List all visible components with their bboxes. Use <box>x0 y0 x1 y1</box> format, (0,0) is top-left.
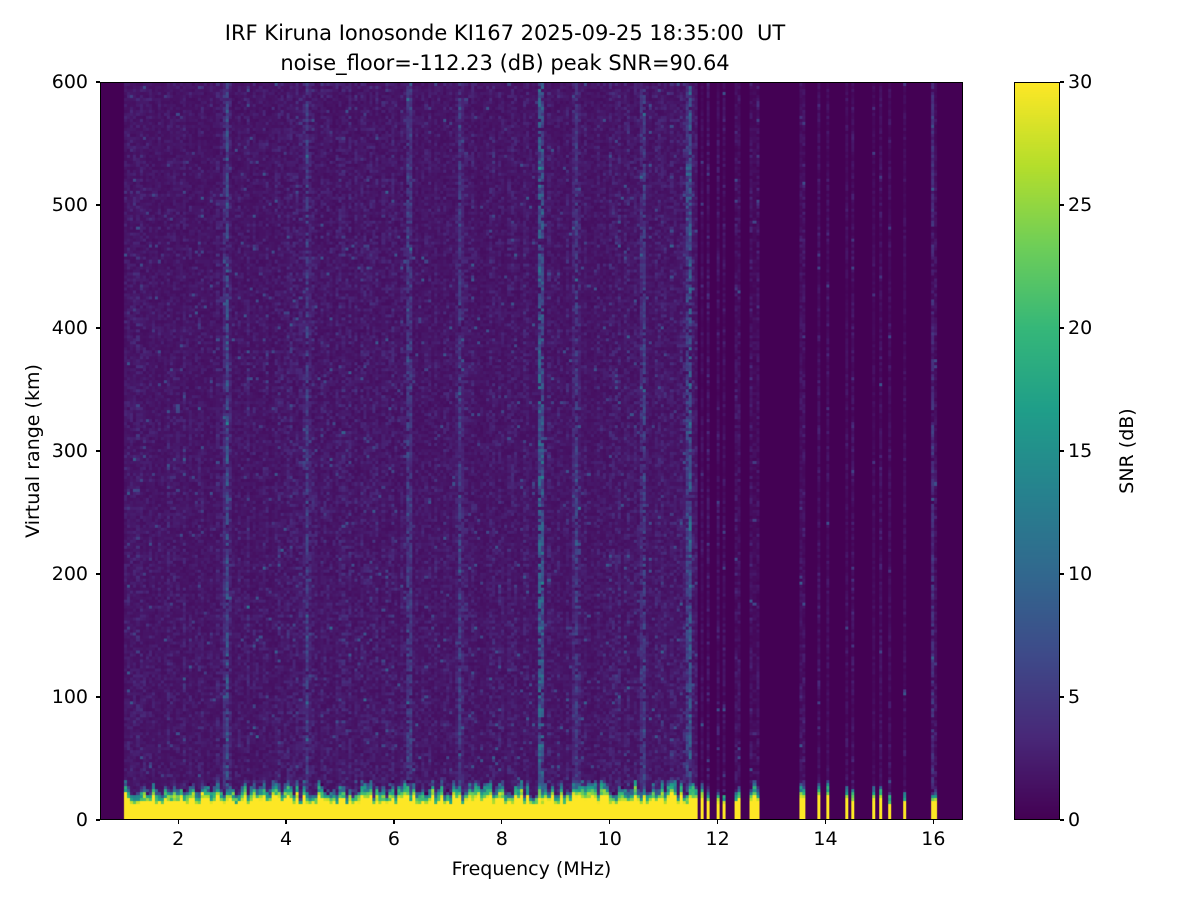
colorbar-tick-mark <box>1060 327 1064 329</box>
title-line-2: noise_floor=-112.23 (dB) peak SNR=90.64 <box>280 51 730 75</box>
colorbar-tick-mark <box>1060 204 1064 206</box>
colorbar-label: SNR (dB) <box>1116 408 1138 494</box>
figure-title: IRF Kiruna Ionosonde KI167 2025-09-25 18… <box>0 18 1010 78</box>
x-tick-label: 10 <box>597 828 622 850</box>
y-axis-label: Virtual range (km) <box>22 364 44 538</box>
colorbar-tick-label: 5 <box>1068 686 1081 708</box>
colorbar-gradient <box>1015 83 1059 819</box>
colorbar-tick-label: 30 <box>1068 71 1093 93</box>
y-tick-mark <box>96 204 100 206</box>
x-tick-mark <box>285 820 287 824</box>
x-tick-mark <box>393 820 395 824</box>
x-tick-mark <box>824 820 827 824</box>
x-tick-label: 12 <box>705 828 730 850</box>
x-tick-label: 8 <box>495 828 508 850</box>
y-tick-mark <box>96 327 100 329</box>
y-tick-label: 600 <box>51 71 88 93</box>
y-tick-mark <box>96 450 100 452</box>
x-axis-label: Frequency (MHz) <box>451 858 612 880</box>
colorbar-tick-label: 15 <box>1068 440 1093 462</box>
colorbar-tick-mark <box>1060 696 1064 698</box>
y-tick-label: 100 <box>51 686 88 708</box>
y-tick-label: 400 <box>51 317 88 339</box>
x-tick-mark <box>177 820 179 824</box>
colorbar-tick-mark <box>1060 81 1064 83</box>
x-tick-mark <box>716 820 719 824</box>
x-tick-label: 2 <box>172 828 185 850</box>
x-tick-mark <box>932 820 934 824</box>
colorbar-tick-label: 25 <box>1068 194 1093 216</box>
colorbar-tick-mark <box>1060 573 1064 575</box>
heatmap-axes <box>100 82 963 820</box>
y-tick-label: 500 <box>51 194 88 216</box>
x-tick-label: 6 <box>387 828 400 850</box>
x-tick-mark <box>609 820 611 824</box>
y-tick-mark <box>96 81 100 83</box>
y-tick-label: 300 <box>51 440 88 462</box>
x-tick-mark <box>501 820 503 824</box>
x-tick-label: 14 <box>813 828 838 850</box>
y-tick-label: 200 <box>51 563 88 585</box>
x-tick-label: 16 <box>921 828 946 850</box>
colorbar-tick-label: 0 <box>1068 809 1081 831</box>
y-tick-mark <box>96 573 100 575</box>
ionogram-heatmap <box>101 83 962 819</box>
colorbar-tick-label: 10 <box>1068 563 1093 585</box>
colorbar-tick-label: 20 <box>1068 317 1093 339</box>
colorbar-axes <box>1014 82 1060 820</box>
y-tick-label: 0 <box>75 809 88 831</box>
title-line-1: IRF Kiruna Ionosonde KI167 2025-09-25 18… <box>224 21 786 45</box>
colorbar-tick-mark <box>1060 450 1064 452</box>
x-tick-label: 4 <box>280 828 293 850</box>
y-tick-mark <box>96 696 100 698</box>
y-tick-mark <box>96 819 100 821</box>
colorbar-tick-mark <box>1060 819 1064 821</box>
